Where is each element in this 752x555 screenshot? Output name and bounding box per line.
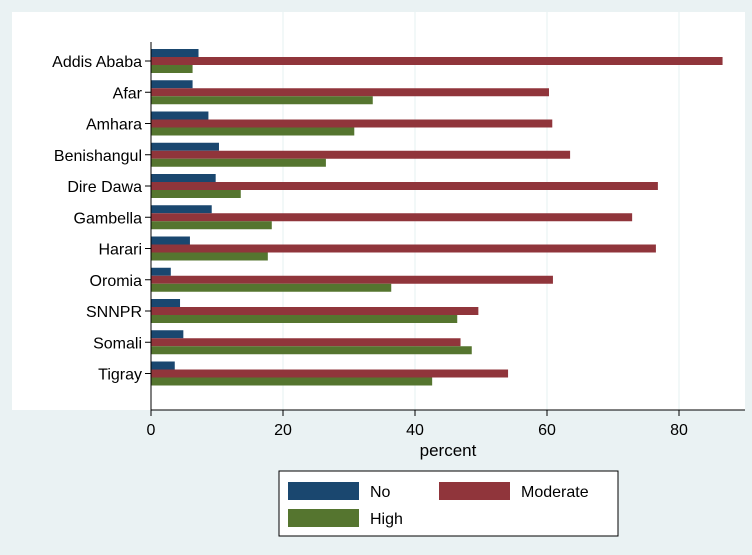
y-tick-label: Afar: [113, 85, 143, 102]
bar-no: [151, 111, 209, 120]
x-tick-label: 40: [406, 422, 424, 439]
bar-high: [151, 190, 241, 198]
y-tick-label: SNNPR: [86, 304, 142, 321]
y-tick-label: Gambella: [74, 210, 143, 227]
bar-no: [151, 49, 199, 57]
y-tick-label: Oromia: [90, 273, 143, 290]
bar-high: [151, 377, 433, 386]
bar-high: [151, 221, 272, 230]
bar-no: [151, 205, 212, 214]
y-tick-label: Amhara: [86, 117, 142, 134]
bar-high: [151, 127, 355, 136]
y-tick-label: Harari: [98, 242, 142, 259]
bar-no: [151, 174, 216, 182]
legend-swatch-no: [288, 482, 359, 500]
y-ticks: Addis Ababa Afar Amhara Benishangul Dire Daw…: [52, 54, 151, 384]
x-tick-label: 20: [274, 422, 292, 439]
bar-moderate: [151, 244, 656, 253]
bar-moderate: [151, 88, 549, 97]
y-tick-label: Dire Dawa: [67, 179, 142, 196]
bar-no: [151, 80, 193, 89]
bar-moderate: [151, 369, 509, 378]
bar-high: [151, 158, 326, 167]
bars: [151, 49, 723, 386]
legend: No Moderate High: [278, 470, 619, 537]
bar-no: [151, 142, 219, 151]
bar-moderate: [151, 275, 553, 284]
y-tick-label: Addis Ababa: [52, 54, 142, 71]
legend-swatch-high: [288, 509, 359, 527]
bar-moderate: [151, 57, 723, 65]
bar-high: [151, 96, 373, 105]
x-tick-label: 0: [147, 422, 156, 439]
y-tick-label: Tigray: [98, 367, 142, 384]
legend-label-no: No: [370, 484, 391, 501]
y-tick-label: Benishangul: [54, 148, 142, 165]
bar-moderate: [151, 213, 633, 222]
bar-no: [151, 267, 171, 276]
bar-moderate: [151, 119, 553, 128]
bar-high: [151, 65, 193, 73]
legend-label-high: High: [370, 511, 403, 528]
bar-high: [151, 315, 458, 323]
x-tick-label: 80: [670, 422, 688, 439]
axes: [150, 42, 745, 411]
x-tick-label: 60: [538, 422, 556, 439]
bar-high: [151, 283, 392, 292]
bar-no: [151, 299, 181, 307]
x-ticks: 0 20 40 60 80: [147, 410, 688, 439]
bar-moderate: [151, 338, 461, 347]
bar-moderate: [151, 182, 658, 190]
legend-swatch-moderate: [439, 482, 510, 500]
bar-no: [151, 361, 175, 370]
y-tick-label: Somali: [93, 335, 142, 352]
bar-high: [151, 252, 268, 261]
x-axis-title: percent: [420, 441, 477, 460]
bar-no: [151, 236, 190, 245]
bar-moderate: [151, 150, 571, 159]
legend-label-moderate: Moderate: [521, 484, 589, 501]
bar-no: [151, 330, 184, 339]
bar-moderate: [151, 307, 479, 315]
bar-high: [151, 346, 472, 355]
